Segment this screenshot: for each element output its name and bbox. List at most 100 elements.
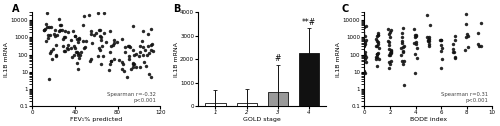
Point	[464, 46, 472, 48]
Point	[124, 45, 132, 47]
Point	[437, 50, 445, 52]
Point	[92, 32, 100, 34]
Point	[386, 52, 394, 54]
Point	[61, 30, 69, 32]
Point	[374, 41, 382, 43]
Point	[100, 32, 108, 34]
Point	[146, 52, 154, 54]
Point	[42, 12, 50, 14]
Text: Spearman r=0.31
p<0.001: Spearman r=0.31 p<0.001	[442, 92, 488, 103]
Point	[387, 50, 395, 52]
Point	[44, 78, 52, 80]
Point	[438, 58, 446, 60]
Point	[40, 29, 48, 31]
Point	[424, 39, 432, 41]
Point	[136, 52, 143, 54]
Point	[360, 33, 368, 35]
Point	[97, 62, 105, 65]
Point	[73, 38, 81, 40]
Point	[372, 56, 380, 58]
Point	[127, 68, 135, 70]
Point	[61, 36, 69, 38]
Point	[360, 71, 368, 73]
Point	[373, 65, 381, 67]
Point	[386, 49, 394, 51]
Point	[46, 52, 54, 54]
Point	[124, 75, 132, 77]
X-axis label: GOLD stage: GOLD stage	[244, 117, 281, 122]
Point	[60, 45, 68, 48]
Point	[80, 47, 88, 49]
Point	[372, 45, 380, 47]
Point	[46, 26, 54, 28]
Point	[438, 39, 446, 41]
Point	[425, 43, 433, 45]
X-axis label: FEV₁% predicted: FEV₁% predicted	[70, 117, 122, 122]
Bar	[299, 53, 319, 106]
Point	[120, 70, 128, 72]
Point	[70, 54, 78, 56]
Point	[412, 47, 420, 49]
Point	[132, 53, 140, 55]
Y-axis label: IL1B mRNA: IL1B mRNA	[4, 42, 9, 76]
Point	[412, 41, 420, 43]
Point	[80, 15, 88, 18]
Point	[107, 45, 115, 47]
Point	[359, 27, 367, 29]
Point	[360, 41, 368, 43]
Point	[44, 34, 52, 36]
Point	[139, 46, 147, 48]
Point	[362, 56, 370, 58]
Point	[374, 43, 382, 45]
Point	[385, 41, 393, 43]
Point	[425, 40, 433, 42]
Point	[362, 25, 370, 27]
Point	[449, 48, 457, 50]
Point	[68, 56, 76, 58]
Point	[94, 12, 102, 14]
Point	[86, 30, 94, 32]
Point	[136, 45, 144, 47]
Point	[374, 52, 382, 54]
Point	[426, 38, 434, 40]
Point	[98, 39, 106, 41]
Point	[136, 66, 144, 68]
Point	[400, 45, 408, 47]
Bar	[268, 92, 288, 106]
Point	[398, 42, 406, 44]
Point	[386, 61, 394, 63]
Point	[88, 42, 96, 44]
Point	[108, 60, 116, 62]
Point	[359, 58, 367, 60]
Point	[42, 40, 50, 42]
Point	[126, 46, 134, 49]
Point	[361, 43, 369, 45]
Point	[360, 45, 368, 47]
X-axis label: BODE index: BODE index	[410, 117, 447, 122]
Point	[386, 44, 394, 46]
Point	[426, 24, 434, 26]
Point	[72, 47, 80, 49]
Point	[412, 35, 420, 37]
Point	[85, 14, 93, 16]
Text: A: A	[12, 4, 20, 14]
Text: Spearman r=-0.32
p<0.001: Spearman r=-0.32 p<0.001	[108, 92, 156, 103]
Point	[359, 36, 367, 38]
Point	[399, 51, 407, 53]
Point	[361, 51, 369, 53]
Point	[148, 43, 156, 45]
Point	[86, 60, 94, 62]
Point	[76, 54, 84, 56]
Point	[360, 54, 368, 56]
Y-axis label: IL1B mRNA: IL1B mRNA	[336, 42, 342, 76]
Point	[425, 45, 433, 47]
Point	[121, 51, 129, 53]
Point	[374, 32, 382, 34]
Point	[360, 70, 368, 72]
Point	[374, 47, 382, 49]
Point	[386, 36, 394, 38]
Point	[108, 44, 116, 46]
Point	[361, 72, 369, 74]
Point	[70, 44, 78, 46]
Point	[76, 38, 84, 40]
